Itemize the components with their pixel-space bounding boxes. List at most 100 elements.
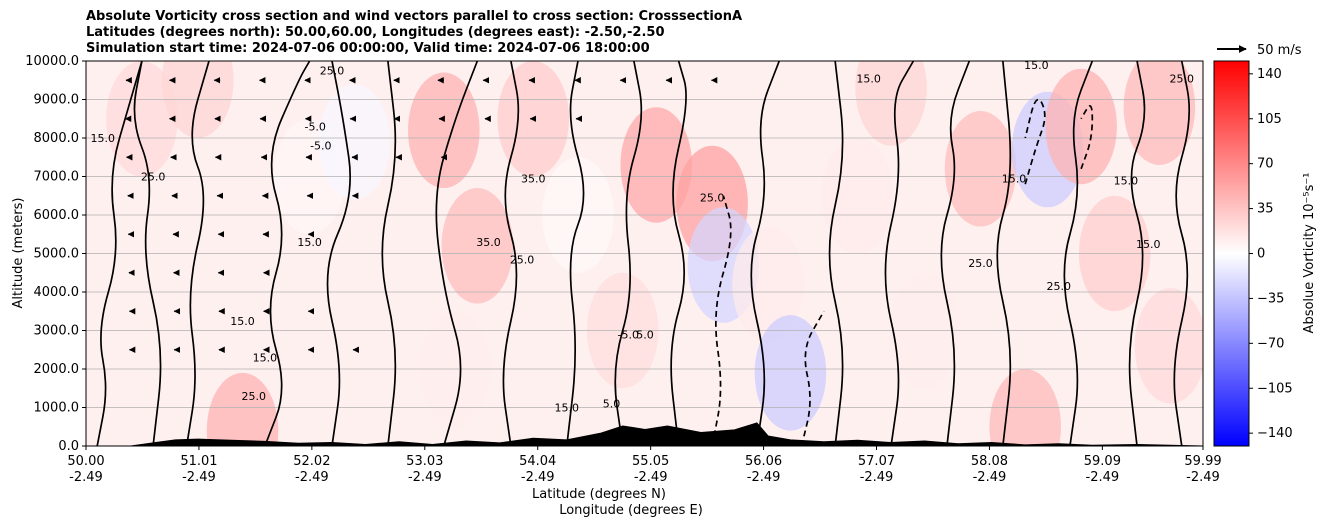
contour-line — [1080, 105, 1094, 170]
x-tick-label-lat: 56.06 — [745, 454, 782, 469]
y-tick-label: 10000.0 — [25, 54, 79, 69]
contour-label: 25.0 — [141, 171, 166, 184]
contour-label: -5.0 — [304, 120, 325, 133]
x-tick-label-lon: -2.49 — [69, 470, 103, 485]
x-tick-label-lon: -2.49 — [408, 470, 442, 485]
y-tick-label: 1000.0 — [34, 401, 80, 416]
contour-line — [96, 61, 143, 446]
title-line-2: Latitudes (degrees north): 50.00,60.00, … — [86, 25, 665, 40]
contour-label: 15.0 — [1114, 174, 1139, 187]
colorbar-tick-label: 105 — [1257, 112, 1282, 127]
contour-label: 15.0 — [1002, 172, 1027, 185]
contour-label: 15.0 — [1136, 238, 1161, 251]
contour-label: 25.0 — [320, 65, 345, 78]
contour-line — [264, 61, 311, 446]
contour-label: 25.0 — [968, 257, 993, 270]
colorbar-tick-label: −70 — [1257, 336, 1284, 351]
contour-label: 25.0 — [241, 390, 266, 403]
field-patch — [821, 138, 894, 254]
contour-label: 5.0 — [603, 398, 621, 411]
contour-line — [1024, 98, 1046, 185]
x-tick-label-lat: 52.02 — [293, 454, 330, 469]
title-line-1: Absolute Vorticity cross section and win… — [86, 9, 742, 24]
field-patch — [944, 111, 1017, 227]
contour-label: 15.0 — [297, 236, 322, 249]
field-patch — [318, 84, 391, 200]
x-tick-label-lat: 58.08 — [971, 454, 1008, 469]
contour-label: 15.0 — [230, 315, 255, 328]
contour-line — [381, 61, 397, 446]
field-patch — [1134, 288, 1203, 404]
field-patch — [106, 61, 178, 177]
colorbar-tick-label: −140 — [1257, 426, 1293, 441]
colorbar-tick-label: 140 — [1257, 67, 1282, 82]
colorbar-tick-label: −35 — [1257, 291, 1284, 306]
contour-label: 35.0 — [521, 172, 546, 185]
contour-line — [884, 61, 915, 446]
contour-line — [435, 61, 479, 446]
quiver-key-label: 50 m/s — [1257, 43, 1302, 58]
contour-line — [940, 61, 971, 446]
contour-line — [614, 61, 643, 446]
colorbar-label: Absolue Vorticity 10⁻⁵s⁻¹ — [1302, 173, 1317, 334]
field-patch — [408, 72, 480, 189]
contour-line — [502, 61, 520, 446]
terrain-profile — [86, 422, 1203, 446]
x-tick-label-lat: 59.99 — [1184, 454, 1221, 469]
terrain — [86, 422, 1203, 446]
colorbar-tick-label: 0 — [1257, 247, 1265, 262]
contour-line — [670, 61, 687, 446]
quiver-key: 50 m/s — [1217, 43, 1302, 58]
contour-line — [326, 61, 351, 446]
x-tick-label-lat: 50.00 — [67, 454, 104, 469]
contour-label: 25.0 — [510, 253, 535, 266]
field-patch — [754, 315, 827, 431]
contour-label: -5.0 — [310, 140, 331, 153]
contour-line — [828, 61, 844, 446]
x-tick-label-lon: -2.49 — [747, 470, 781, 485]
field-patch — [1045, 68, 1117, 185]
x-tick-label-lat: 53.03 — [406, 454, 443, 469]
x-tick-label-lon: -2.49 — [182, 470, 216, 485]
y-tick-label: 9000.0 — [34, 93, 80, 108]
x-tick-label-lon: -2.49 — [295, 470, 329, 485]
contour-lines — [96, 61, 1191, 446]
title-line-3: Simulation start time: 2024-07-06 00:00:… — [86, 41, 650, 56]
x-tick-label-lon: -2.49 — [973, 470, 1007, 485]
y-tick-label: 7000.0 — [34, 170, 80, 185]
contour-label: 15.0 — [1024, 59, 1049, 72]
y-tick-label: 3000.0 — [34, 324, 80, 339]
contour-line — [133, 61, 162, 446]
contour-line — [800, 310, 825, 446]
colorbar: 140 105 70 35 0 −35 −70 −105 −140 Absolue Vortic… — [1213, 60, 1317, 447]
plot-area: 25.0 15.0 25.0 15.0 15.0 -5.0 -5.0 25.0 35.0 25.0… — [85, 59, 1204, 447]
x-tick-label-lon: -2.49 — [1086, 470, 1120, 485]
x-axis: 50.00-2.4951.01-2.4952.02-2.4953.03-2.49… — [67, 446, 1222, 485]
contour-line — [996, 61, 1012, 446]
contour-label: 25.0 — [700, 192, 725, 205]
y-tick-label: 2000.0 — [34, 362, 80, 377]
colorbar-tick-label: 35 — [1257, 202, 1274, 217]
field-patch — [441, 188, 514, 304]
contour-line — [1128, 61, 1146, 446]
x-tick-label-lon: -2.49 — [521, 470, 555, 485]
x-tick-label-lat: 51.01 — [180, 454, 217, 469]
contour-line — [185, 61, 210, 446]
colorbar-tick-label: −105 — [1257, 381, 1293, 396]
x-tick-label-lon: -2.49 — [634, 470, 668, 485]
x-tick-label-lat: 55.05 — [632, 454, 669, 469]
contour-label: 15.0 — [555, 402, 580, 415]
field-patch — [732, 226, 804, 343]
contour-label: 25.0 — [1047, 280, 1072, 293]
y-axis: 0.0 1000.0 2000.0 3000.0 4000.0 5000.0 6000.0 7… — [25, 54, 86, 454]
contour-label: 35.0 — [476, 236, 501, 249]
x-tick-label-lat: 57.07 — [858, 454, 895, 469]
contour-label: -5.0 — [618, 328, 639, 341]
x-axis-label-longitude: Longitude (degrees E) — [559, 503, 703, 518]
chart-title: Absolute Vorticity cross section and win… — [86, 9, 742, 56]
y-axis-label: Altitude (meters) — [11, 198, 26, 309]
contour-label: 15.0 — [91, 132, 116, 145]
x-tick-label-lon: -2.49 — [860, 470, 894, 485]
x-tick-label-lat: 59.09 — [1084, 454, 1121, 469]
